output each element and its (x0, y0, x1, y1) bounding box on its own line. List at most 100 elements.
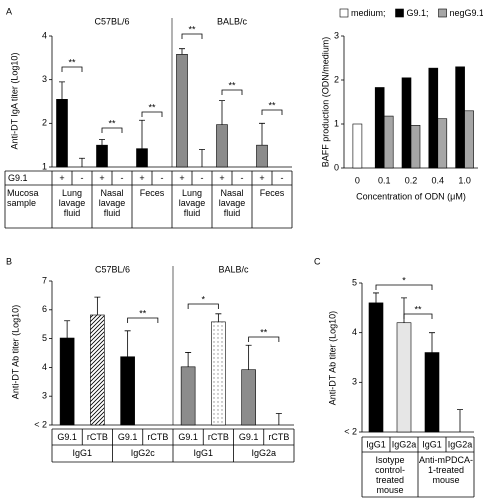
table-cell: + (219, 173, 224, 183)
table-cell: IgG1 (193, 448, 213, 458)
y-tick-label: < 2 (344, 426, 357, 436)
group-label: C57BL/6 (94, 16, 129, 26)
error-bar (215, 313, 222, 322)
table-cell: rCTB (268, 432, 289, 442)
error-bar (401, 297, 407, 323)
bar (368, 302, 384, 433)
legend-swatch (438, 8, 447, 18)
y-tick-label: 3 (352, 377, 357, 387)
bar (256, 144, 268, 168)
table-cell: G9.1 (57, 432, 77, 442)
table-cell: IgG2a (392, 439, 417, 449)
x-tick-label: 0.4 (432, 175, 445, 185)
error-bar (99, 139, 105, 146)
significance-bracket (221, 89, 243, 95)
table-cell: + (139, 173, 144, 183)
table-cell: Lung lavage fluid (58, 188, 86, 218)
table-cell: rCTB (147, 432, 168, 442)
error-bar (59, 81, 65, 100)
table-cell: IgG1 (72, 448, 92, 458)
table-cell: + (59, 173, 64, 183)
table-cell: - (201, 173, 204, 183)
table-cell: Feces (139, 188, 165, 198)
y-tick-label: 7 (42, 275, 47, 285)
legend-label: medium; (351, 8, 386, 18)
bar (216, 124, 228, 168)
bar (136, 148, 148, 168)
y-tick-label: 4 (352, 327, 357, 337)
bar (96, 144, 108, 168)
panel-letter: A (6, 6, 12, 16)
bar (211, 321, 226, 426)
y-tick-label: 4 (42, 362, 47, 372)
x-tick-label: 1.0 (458, 175, 471, 185)
error-bar (219, 100, 225, 125)
error-bar (457, 409, 463, 432)
bar (464, 110, 474, 169)
bar (56, 99, 68, 168)
y-tick-label: 3 (42, 391, 47, 401)
error-bar (79, 157, 85, 167)
significance-bracket (375, 284, 433, 290)
x-tick-label: 0.2 (405, 175, 418, 185)
error-bar (94, 296, 101, 315)
y-tick-label: 3 (42, 74, 47, 84)
table-cell: IgG2a (251, 448, 277, 458)
bar (396, 322, 412, 433)
error-bar (124, 330, 131, 357)
bar (176, 54, 188, 168)
significance-bracket (248, 336, 280, 342)
table-cell: rCTB (87, 432, 108, 442)
bar (59, 337, 75, 426)
table-cell: Anti-mPDCA-1-treated mouse (419, 455, 474, 485)
bar (455, 66, 465, 169)
bar (424, 352, 440, 433)
bar (241, 369, 256, 426)
y-tick-label: 6 (42, 304, 47, 314)
table-cell: - (121, 173, 124, 183)
table-cell: Lung lavage fluid (178, 188, 206, 218)
table-cell: IgG1 (366, 439, 386, 449)
bar (383, 115, 394, 169)
table-cell: G9.1 (118, 432, 138, 442)
y-tick-label: 2 (42, 118, 47, 128)
significance-bracket (141, 111, 163, 117)
y-axis-label: BAFF production (ODN/medium) (320, 37, 330, 168)
table-cell: Nasal lavage fluid (218, 188, 246, 218)
significance-bracket (403, 313, 433, 319)
table-cell: Nasal lavage fluid (98, 188, 126, 218)
significance-bracket (261, 109, 283, 115)
table-cell: + (259, 173, 264, 183)
bar (437, 118, 448, 169)
group-label: BALB/c (217, 16, 248, 26)
bar (401, 77, 412, 169)
significance-label: ** (108, 118, 116, 128)
bar (90, 314, 105, 426)
bar (374, 87, 385, 169)
significance-label: ** (139, 308, 147, 318)
legend-label: G9.1; (407, 8, 429, 18)
significance-bracket (101, 127, 123, 133)
y-axis-label: Anti-DT IgA titer (Log10) (9, 53, 19, 150)
y-axis-label: Anti-DT Ab titer (Log10) (327, 311, 337, 405)
significance-bracket (127, 317, 159, 323)
table-cell: G9.1 (178, 432, 198, 442)
table-cell: - (241, 173, 244, 183)
group-label: C57BL/6 (95, 264, 130, 274)
significance-bracket (181, 33, 203, 39)
y-tick-label: 4 (42, 30, 47, 40)
table-cell: + (99, 173, 104, 183)
legend-swatch (395, 8, 404, 18)
error-bar (275, 413, 282, 425)
bar (120, 356, 135, 426)
error-bar (199, 149, 205, 167)
error-bar (429, 332, 435, 353)
y-tick-label: 2 (334, 74, 339, 84)
y-tick-label: < 2 (34, 419, 47, 429)
bar (352, 123, 363, 169)
table-cell: rCTB (208, 432, 229, 442)
significance-label: * (201, 294, 205, 304)
table-row-label: G9.1 (8, 173, 28, 183)
table-cell: - (161, 173, 164, 183)
